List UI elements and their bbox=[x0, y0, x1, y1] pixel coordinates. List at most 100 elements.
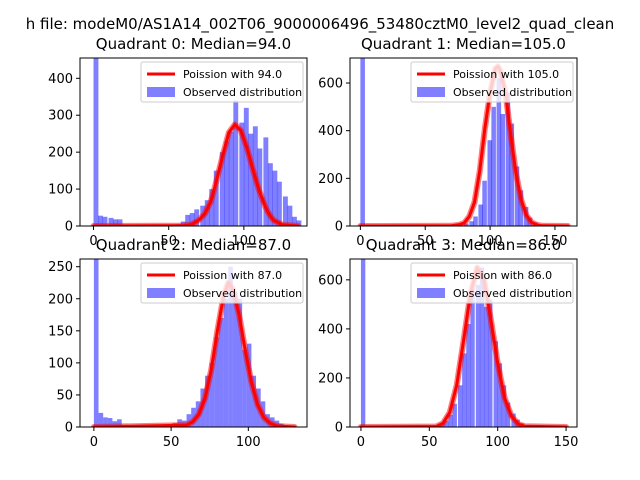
x-tick-label: 150 bbox=[543, 234, 568, 249]
histogram-bar bbox=[291, 216, 297, 226]
legend-bar-swatch bbox=[417, 288, 445, 298]
histogram-bar bbox=[360, 259, 366, 427]
histogram-bar bbox=[98, 412, 104, 427]
histogram-bar bbox=[209, 362, 215, 427]
histogram-bar bbox=[219, 152, 225, 226]
histogram-bar bbox=[213, 170, 219, 226]
y-tick-label: 400 bbox=[318, 322, 343, 337]
x-tick-label: 50 bbox=[160, 234, 177, 249]
histogram-bar bbox=[113, 219, 118, 226]
legend-bar-swatch bbox=[147, 288, 175, 298]
y-tick-label: 250 bbox=[48, 260, 73, 275]
x-tick-label: 50 bbox=[417, 234, 434, 249]
subplots-container: 0 50 100 0 100 200 300 400 Quadrant 0: Median=94… bbox=[48, 35, 578, 450]
axes-frame bbox=[349, 57, 578, 227]
histogram-bar bbox=[223, 298, 229, 427]
histogram-bar bbox=[239, 122, 245, 226]
histogram-bar bbox=[224, 141, 230, 226]
histogram-bar bbox=[248, 133, 254, 226]
histogram-bar bbox=[462, 353, 467, 427]
histogram-bar bbox=[458, 385, 463, 427]
plot-content bbox=[90, 259, 298, 427]
histogram-bar bbox=[218, 317, 224, 427]
legend: Poission with 105.0 Observed distribution bbox=[410, 61, 574, 103]
histogram-bar bbox=[276, 181, 282, 226]
x-tick-label: 0 bbox=[89, 234, 97, 249]
histogram-bar bbox=[500, 114, 506, 226]
histogram-bar bbox=[108, 217, 114, 226]
x-tick-label: 0 bbox=[90, 435, 98, 450]
histogram-bar bbox=[98, 215, 103, 226]
subplot-title: Quadrant 1: Median=105.0 bbox=[361, 35, 566, 53]
poisson-line bbox=[92, 123, 300, 226]
histogram-bar bbox=[501, 385, 507, 427]
histogram-bar bbox=[479, 267, 485, 427]
histogram-bar bbox=[488, 299, 493, 427]
legend-label-observed: Observed distribution bbox=[183, 287, 302, 300]
legend: Poission with 94.0 Observed distribution bbox=[140, 61, 304, 103]
x-tick-label: 50 bbox=[421, 435, 438, 450]
y-tick-label: 400 bbox=[48, 72, 73, 87]
plot-content bbox=[90, 58, 302, 226]
histogram-bar bbox=[484, 306, 489, 427]
histogram-bar bbox=[93, 259, 99, 427]
histogram-bar bbox=[509, 123, 515, 226]
x-tick-label: 100 bbox=[236, 435, 261, 450]
histogram-bar bbox=[487, 140, 493, 226]
legend-label-poisson: Poission with 87.0 bbox=[183, 269, 282, 282]
axes-frame bbox=[79, 57, 308, 227]
histogram-bar bbox=[103, 417, 108, 427]
y-tick-label: 100 bbox=[48, 356, 73, 371]
histogram-bar bbox=[102, 216, 108, 226]
legend-label-observed: Observed distribution bbox=[183, 86, 302, 99]
histogram-bar bbox=[272, 170, 278, 226]
histogram-bar bbox=[444, 420, 449, 427]
legend-label-poisson: Poission with 105.0 bbox=[453, 68, 559, 81]
histogram-bar bbox=[493, 341, 498, 427]
subplot-quadrant-2: 0 50 100 0 50 100 150 200 250 Quadrant 2: Median=… bbox=[48, 236, 308, 450]
histogram-bar bbox=[246, 343, 252, 427]
histogram-bar bbox=[478, 204, 483, 226]
y-tick-label: 0 bbox=[335, 421, 343, 436]
histogram-bar bbox=[214, 337, 219, 427]
legend-box bbox=[140, 262, 304, 304]
histogram-bar bbox=[185, 214, 191, 226]
x-tick-label: 0 bbox=[357, 435, 365, 450]
histogram-bar bbox=[448, 414, 453, 427]
legend: Poission with 87.0 Observed distribution bbox=[140, 262, 304, 304]
legend-bar-swatch bbox=[417, 87, 445, 97]
histogram-bar bbox=[232, 292, 238, 427]
legend-label-poisson: Poission with 86.0 bbox=[453, 269, 552, 282]
axes-frame bbox=[349, 258, 578, 428]
subplot-quadrant-3: 0 50 100 150 0 200 400 600 Quadrant 3: Median=86… bbox=[318, 236, 578, 450]
histogram-bar bbox=[228, 266, 233, 427]
histogram-bar bbox=[452, 403, 457, 427]
histogram-bar bbox=[233, 100, 239, 226]
y-tick-label: 200 bbox=[48, 146, 73, 161]
histogram-bar bbox=[267, 163, 273, 226]
histogram-bar bbox=[209, 189, 215, 226]
histogram-bar bbox=[93, 58, 99, 226]
axes-frame bbox=[79, 258, 308, 428]
histogram-bar bbox=[237, 298, 243, 427]
histogram-bar bbox=[189, 213, 195, 226]
subplot-quadrant-1: 0 50 100 150 0 200 400 600 Quadrant 1: Median=10… bbox=[318, 35, 578, 249]
x-tick-label: 0 bbox=[356, 234, 364, 249]
y-tick-label: 150 bbox=[48, 324, 73, 339]
y-tick-label: 200 bbox=[48, 292, 73, 307]
histogram-bar bbox=[491, 106, 496, 226]
legend: Poission with 86.0 Observed distribution bbox=[410, 262, 574, 304]
histogram-bar bbox=[205, 375, 210, 427]
histogram-bar bbox=[194, 209, 200, 226]
legend-box bbox=[410, 61, 574, 103]
y-tick-label: 200 bbox=[318, 371, 343, 386]
y-tick-label: 300 bbox=[48, 109, 73, 124]
histogram-bar bbox=[243, 107, 249, 226]
histogram-bar bbox=[282, 196, 288, 226]
y-tick-label: 100 bbox=[48, 183, 73, 198]
histogram-bar bbox=[496, 78, 502, 226]
y-tick-label: 400 bbox=[318, 124, 343, 139]
histogram-bar bbox=[469, 221, 474, 226]
y-tick-label: 50 bbox=[56, 388, 73, 403]
